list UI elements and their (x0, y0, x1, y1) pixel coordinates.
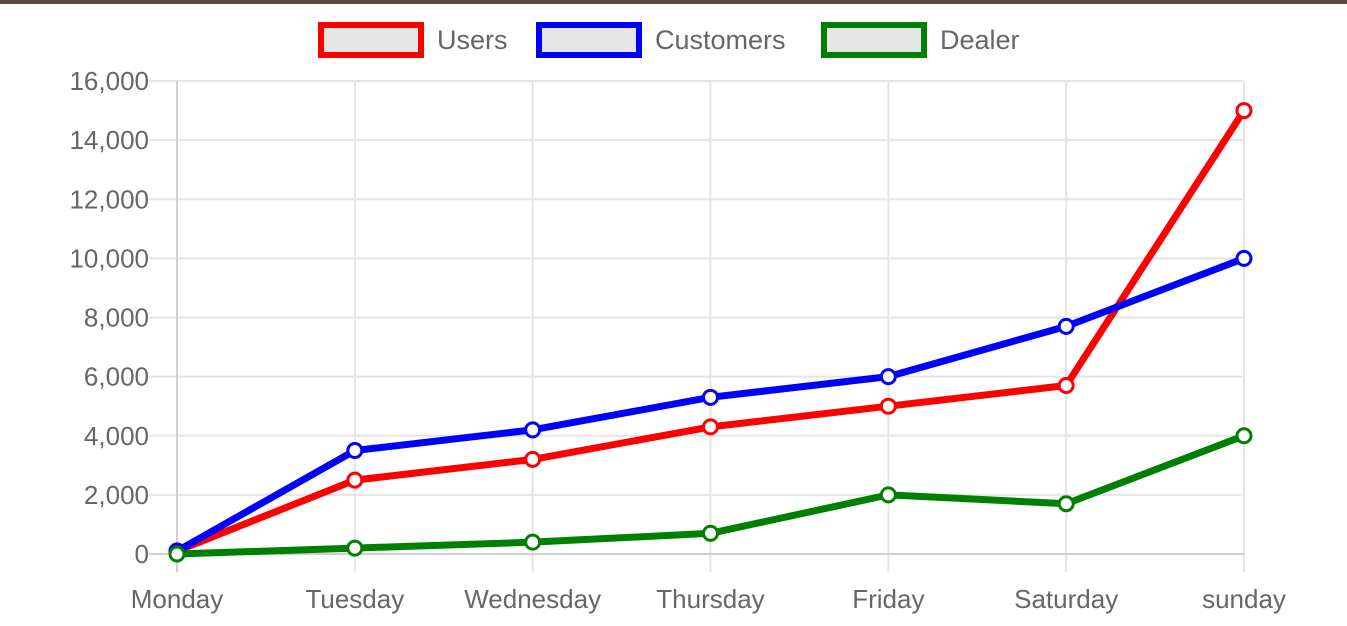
y-tick-label: 4,000 (84, 421, 149, 451)
data-point-dealer[interactable] (524, 533, 542, 551)
data-point-users[interactable] (524, 450, 542, 468)
data-point-users[interactable] (1235, 102, 1253, 120)
legend-swatch (821, 22, 927, 58)
data-point-dealer[interactable] (879, 486, 897, 504)
x-tick-label: sunday (1202, 584, 1286, 614)
grid (149, 80, 1245, 572)
x-tick-label: Monday (131, 584, 224, 614)
y-axis: 0 2,000 4,000 6,000 8,000 10,000 12,000 14,000 1… (69, 66, 149, 569)
y-tick-label: 2,000 (84, 480, 149, 510)
data-point-dealer[interactable] (702, 524, 719, 542)
data-point-dealer[interactable] (346, 539, 364, 557)
y-tick-label: 8,000 (84, 303, 149, 333)
legend-label: Users (437, 25, 508, 55)
data-point-customers[interactable] (879, 368, 897, 386)
data-point-users[interactable] (879, 397, 897, 415)
data-point-dealer[interactable] (1057, 495, 1075, 513)
data-point-customers[interactable] (346, 442, 364, 460)
legend-swatch (318, 22, 424, 58)
legend: Users Customers Dealer (318, 22, 1020, 58)
x-tick-label: Wednesday (464, 584, 601, 614)
legend-label: Dealer (940, 25, 1020, 55)
x-tick-label: Saturday (1014, 584, 1118, 614)
data-point-dealer[interactable] (168, 545, 186, 563)
y-tick-label: 14,000 (69, 125, 149, 155)
data-point-customers[interactable] (1057, 317, 1075, 335)
y-tick-label: 0 (135, 539, 149, 569)
y-tick-label: 6,000 (84, 362, 149, 392)
data-point-customers[interactable] (1235, 249, 1253, 267)
y-tick-label: 12,000 (69, 184, 149, 214)
legend-label: Customers (655, 25, 786, 55)
x-axis: Monday Tuesday Wednesday Thursday Friday Satu… (131, 584, 1286, 614)
legend-item-users[interactable]: Users (318, 22, 508, 58)
y-tick-label: 16,000 (69, 66, 149, 96)
y-tick-label: 10,000 (69, 243, 149, 273)
top-border (0, 0, 1347, 4)
x-tick-label: Tuesday (305, 584, 404, 614)
legend-item-dealer[interactable]: Dealer (821, 22, 1020, 58)
data-point-dealer[interactable] (1235, 427, 1253, 445)
x-tick-label: Friday (852, 584, 924, 614)
series-group (168, 102, 1253, 563)
x-tick-label: Thursday (656, 584, 764, 614)
data-point-users[interactable] (1057, 376, 1075, 394)
data-point-users[interactable] (346, 471, 364, 489)
legend-swatch (536, 22, 642, 58)
data-point-users[interactable] (702, 418, 719, 436)
legend-item-customers[interactable]: Customers (536, 22, 786, 58)
data-point-customers[interactable] (524, 421, 542, 439)
data-point-customers[interactable] (702, 388, 719, 406)
